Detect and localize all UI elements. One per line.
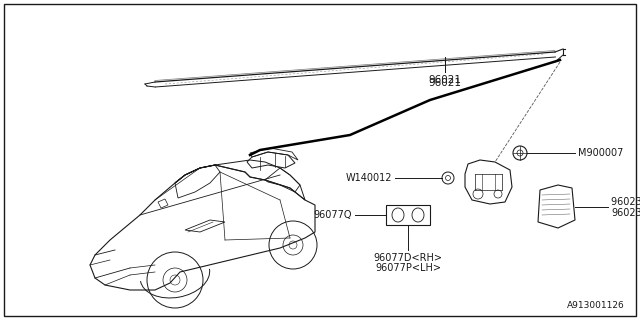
Bar [386, 205, 430, 225]
Text: 96023A<LH>: 96023A<LH> [611, 208, 640, 218]
Text: 96021: 96021 [429, 75, 461, 85]
Text: 96077D<RH>: 96077D<RH> [374, 253, 442, 263]
Text: 96021: 96021 [429, 78, 461, 88]
Text: W140012: W140012 [346, 173, 392, 183]
Text: A913001126: A913001126 [567, 301, 625, 310]
Text: M900007: M900007 [578, 148, 623, 158]
Text: 96077P<LH>: 96077P<LH> [375, 263, 441, 273]
Text: 96023 <RH>: 96023 <RH> [611, 197, 640, 207]
Text: 96077Q: 96077Q [314, 210, 352, 220]
